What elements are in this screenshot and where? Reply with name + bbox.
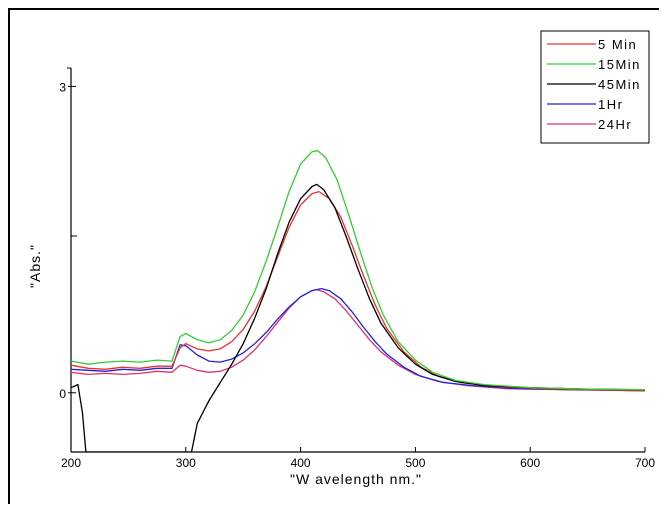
legend-label: 15Min: [598, 57, 641, 72]
y-tick-label: 0: [59, 387, 66, 401]
x-ticks: 200 300 400 500 600 700: [61, 447, 655, 470]
legend-label: 24Hr: [598, 117, 632, 132]
x-tick-label: 400: [291, 456, 311, 470]
x-axis-title: "W avelength nm.": [290, 471, 422, 487]
chart-frame: [8, 8, 659, 504]
series-group: [71, 150, 645, 452]
series-line-15min: [71, 150, 645, 391]
series-line-1hr: [71, 287, 645, 392]
y-ticks: 03: [59, 80, 76, 401]
legend: 5 Min 15Min 45Min 1Hr 24Hr: [540, 30, 650, 144]
y-tick-label: 3: [59, 80, 66, 94]
x-tick-label: 300: [176, 456, 196, 470]
series-line-5-min: [71, 190, 645, 392]
x-tick-label: 500: [405, 456, 425, 470]
y-axis-title: "Abs.": [27, 244, 43, 288]
x-tick-label: 600: [520, 456, 540, 470]
x-tick-label: 700: [635, 456, 655, 470]
legend-label: 1Hr: [598, 97, 623, 112]
legend-label: 5 Min: [598, 37, 637, 52]
series-line-45min: [71, 183, 645, 452]
legend-label: 45Min: [598, 77, 641, 92]
x-tick-label: 200: [61, 456, 81, 470]
series-line-24hr: [71, 288, 645, 392]
